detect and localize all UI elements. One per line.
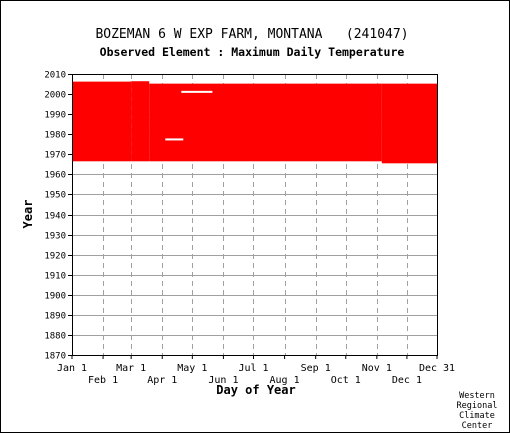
x-tick-label: Mar 1 (116, 363, 146, 374)
x-tick-label: Nov 1 (362, 363, 392, 374)
y-tick-label: 1900 (44, 292, 66, 302)
y-tick-label: 1920 (44, 252, 66, 262)
data-bar (381, 83, 437, 164)
y-tick-label: 1970 (44, 151, 66, 161)
y-tick-label: 2000 (44, 91, 66, 101)
x-tick-label: Dec 31 (419, 363, 455, 374)
x-tick-label: Aug 1 (270, 375, 300, 386)
missing-gap (165, 138, 184, 141)
credit-line: Center (462, 421, 493, 431)
x-tick-label: Dec 1 (392, 375, 422, 386)
y-tick-label: 1880 (44, 332, 66, 342)
x-tick-label: Feb 1 (88, 375, 118, 386)
y-tick-label: 2010 (44, 71, 66, 81)
y-tick-label: 1930 (44, 232, 66, 242)
y-tick-label: 1960 (44, 171, 66, 181)
credit-line: Climate (459, 411, 495, 421)
y-tick-label: 1950 (44, 191, 66, 201)
data-bar (72, 81, 132, 162)
missing-gap (181, 90, 213, 93)
y-tick-label: 1910 (44, 272, 66, 282)
x-axis-label: Day of Year (216, 383, 295, 397)
credit-block: Western Regional Climate Center (457, 391, 498, 431)
x-tick-label: May 1 (177, 363, 207, 374)
data-bar (131, 81, 150, 162)
x-tick-label: Sep 1 (301, 363, 331, 374)
plot-frame (72, 74, 438, 356)
x-tick-label: Jun 1 (208, 375, 238, 386)
credit-line: Western (459, 391, 495, 401)
y-tick-label: 1940 (44, 212, 66, 222)
x-tick-label: Apr 1 (147, 375, 177, 386)
plot-area: 1870 1880 1890 1900 1910 1920 1930 1940 1950 1960… (44, 71, 455, 387)
y-tick-label: 1890 (44, 312, 66, 322)
chart-subtitle: Observed Element : Maximum Daily Tempera… (100, 45, 405, 59)
x-tick-label: Jul 1 (238, 363, 268, 374)
credit-line: Regional (457, 401, 498, 411)
x-tick-label: Jan 1 (57, 363, 87, 374)
y-tick-label: 1870 (44, 352, 66, 362)
y-tick-label: 1990 (44, 111, 66, 121)
data-bar (149, 83, 382, 162)
chart-title: BOZEMAN 6 W EXP FARM, MONTANA (241047) (95, 27, 408, 42)
x-tick-label: Oct 1 (331, 375, 361, 386)
y-axis-label: Year (21, 200, 35, 229)
y-tick-label: 1980 (44, 131, 66, 141)
